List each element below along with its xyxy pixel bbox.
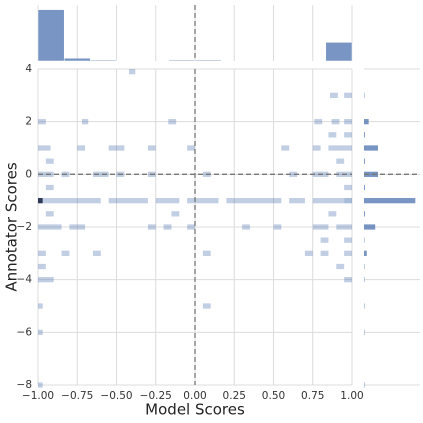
hist2d-cell — [281, 145, 290, 151]
x-tick-label: 0.00 — [183, 390, 206, 402]
hist2d-cell — [344, 277, 352, 283]
y-tick-label: −4 — [17, 274, 33, 286]
marginal-x-bar — [63, 57, 91, 62]
y-tick-label: −2 — [17, 221, 32, 233]
hist2d-cell — [61, 250, 70, 256]
x-axis-label: Model Scores — [145, 401, 245, 419]
hist2d-cell — [312, 224, 329, 230]
hist2d-cell — [38, 329, 43, 335]
hist2d-cell — [202, 303, 211, 309]
x-tick-label: 0.75 — [301, 390, 324, 402]
hist2d-cell — [108, 145, 125, 151]
marginal-x-bar — [194, 59, 222, 62]
y-tick-label: 4 — [25, 63, 32, 75]
marginal-y-bar — [364, 198, 416, 204]
hist2d-cell — [344, 92, 352, 98]
hist2d-cell — [320, 237, 329, 243]
y-tick-label: 2 — [25, 116, 32, 128]
hist2d-cell — [320, 250, 329, 256]
hist2d-cell — [312, 198, 345, 204]
hist2d-cell — [344, 250, 352, 256]
hist2d-cell — [328, 145, 352, 151]
hist2d-cell — [38, 119, 46, 125]
hist2d-cell — [171, 211, 180, 217]
hist2d-cell — [336, 224, 352, 230]
hist2d-cell — [336, 263, 345, 270]
hist2d-cell — [289, 198, 305, 204]
marginal-x-bar — [37, 9, 65, 62]
hist2d-cell — [344, 119, 352, 125]
marginal-y-bar — [364, 224, 376, 230]
marginal-x-bar — [168, 59, 196, 62]
hist2d-cell — [226, 198, 282, 204]
x-tick-label: −0.50 — [100, 390, 132, 402]
hist2d-cell — [129, 69, 136, 75]
hist2d-cell — [304, 250, 313, 256]
x-tick-label: 1.00 — [340, 390, 363, 402]
hist2d-cell — [38, 224, 62, 230]
hist2d-cell — [77, 145, 86, 151]
hist2d-cell — [38, 250, 46, 256]
y-axis-label: Annotator Scores — [3, 162, 21, 292]
hist2d-cell — [344, 184, 352, 191]
marginal-x-bar — [325, 42, 353, 62]
marginal-y-bar — [364, 119, 369, 125]
hist2d-cell — [168, 119, 177, 125]
hist2d-cell — [163, 224, 172, 230]
marginal-x-bar — [90, 59, 117, 62]
hist2d-cell — [328, 132, 337, 138]
hist2d-cell — [38, 145, 51, 151]
y-tick-label: −8 — [17, 379, 32, 391]
hist2d-cell — [202, 250, 211, 256]
hist2d-cell — [42, 198, 101, 204]
hist2d-cell — [187, 224, 195, 230]
marginal-y-bar — [364, 158, 365, 164]
hist2d-cell — [81, 119, 89, 125]
marginal-y-bar — [364, 171, 378, 177]
hist2d-cell — [312, 145, 321, 151]
marginal-y-bar — [364, 184, 365, 191]
hist2d-cell — [38, 303, 43, 309]
x-tick-label: −0.25 — [140, 390, 172, 402]
x-tick-label: −1.00 — [22, 390, 54, 402]
y-tick-label: 0 — [25, 168, 32, 180]
hist2d-cell — [331, 119, 340, 125]
hist2d-cell — [38, 382, 43, 388]
hist2d-cell — [108, 198, 148, 204]
hist2d-cell — [147, 145, 156, 151]
hist2d-cell — [187, 145, 195, 151]
marginal-y-bar — [364, 250, 367, 256]
hist2d-cell — [328, 211, 337, 217]
hist2d-cell — [289, 171, 298, 177]
hist2d-cell — [344, 237, 352, 243]
marginal-y-bar — [364, 211, 365, 217]
hist2d-cell — [38, 263, 46, 270]
marginal-y-bar — [364, 145, 378, 151]
hist2d-cell — [38, 277, 54, 283]
hist2d-cell — [314, 119, 323, 125]
y-tick-label: −6 — [17, 326, 33, 338]
hist2d-cell — [92, 250, 101, 256]
hist2d-cell — [38, 171, 54, 177]
hist2d-cell — [69, 224, 86, 230]
hist2d-cell — [242, 224, 250, 230]
hist2d-cell — [330, 92, 338, 98]
marginal-y-bar — [364, 132, 365, 138]
hist2d-cell — [273, 224, 282, 230]
hist2d-cell — [336, 158, 345, 164]
hist2d-cell — [45, 184, 54, 191]
hist2d-cell — [45, 158, 54, 164]
hist2d-cell — [147, 224, 156, 230]
hist2d-cell — [344, 132, 352, 138]
hist2d-cell — [92, 171, 109, 177]
x-tick-label: 0.25 — [223, 390, 246, 402]
x-tick-label: 0.50 — [262, 390, 285, 402]
x-tick-label: −0.75 — [61, 390, 93, 402]
hist2d-cell — [45, 211, 54, 217]
hist2d-cell — [187, 198, 219, 204]
hist2d-cell — [38, 198, 43, 204]
hist2d-cell — [155, 198, 180, 204]
hist2d-cell — [344, 198, 352, 204]
